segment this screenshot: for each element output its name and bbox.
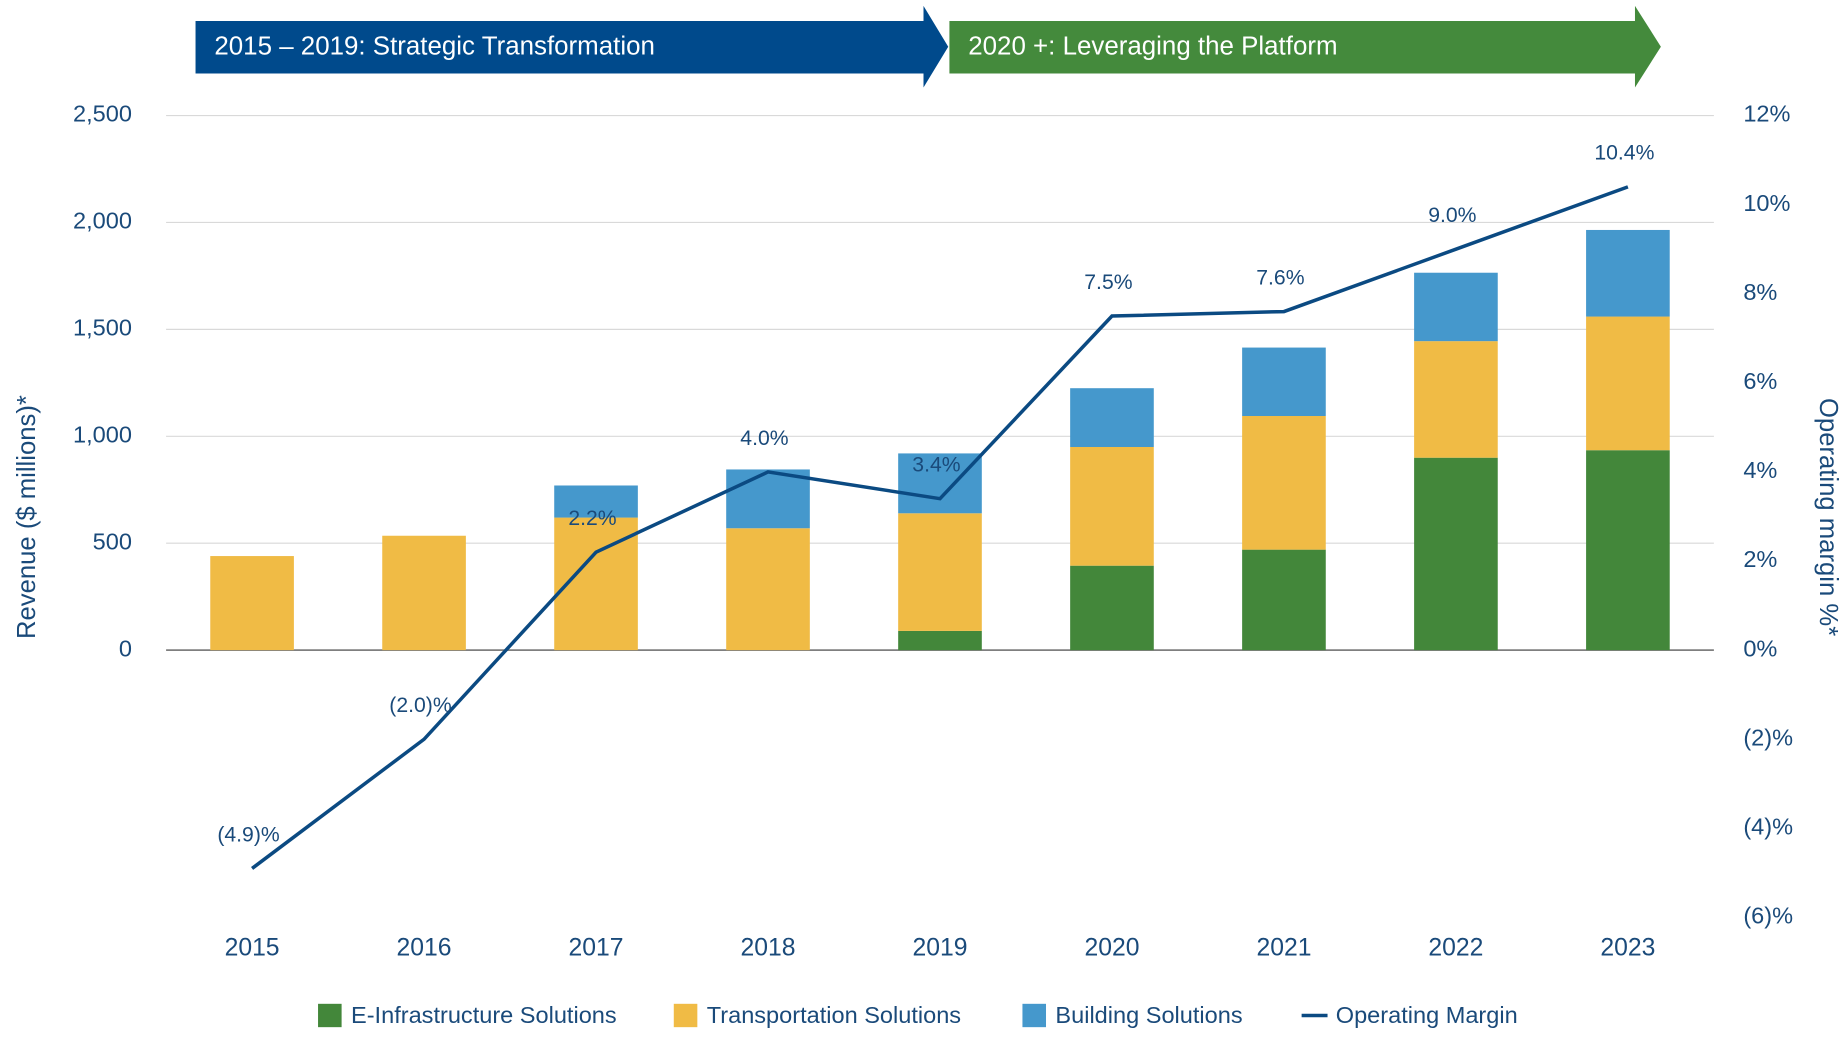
- x-tick-label: 2018: [741, 935, 796, 962]
- x-tick-label: 2020: [1084, 935, 1139, 962]
- y2-tick-label: 12%: [1743, 101, 1790, 127]
- x-tick-label: 2016: [397, 935, 452, 962]
- margin-line: [251, 185, 1629, 870]
- data-label: 10.4%: [1594, 142, 1654, 165]
- legend-label: Building Solutions: [1055, 1002, 1242, 1028]
- x-tick-label: 2021: [1256, 935, 1311, 962]
- bar-segment: [726, 469, 810, 529]
- data-label: 7.6%: [1256, 267, 1304, 290]
- data-label: 3.4%: [912, 454, 960, 477]
- bar-segment: [1414, 272, 1498, 342]
- y-axis-title: Revenue ($ millions)*: [13, 395, 41, 639]
- banner-text: 2020 +: Leveraging the Platform: [968, 33, 1337, 61]
- x-tick-label: 2022: [1428, 935, 1483, 962]
- bar-segment: [1070, 447, 1154, 566]
- bar-segment: [1242, 415, 1326, 550]
- y2-axis-title: Operating margin %*: [1814, 398, 1842, 636]
- legend-label: Transportation Solutions: [707, 1002, 961, 1028]
- bar-segment: [1242, 347, 1326, 416]
- data-label: 9.0%: [1428, 204, 1476, 227]
- legend-label: Operating Margin: [1336, 1002, 1518, 1028]
- y2-tick-label: 2%: [1743, 546, 1777, 572]
- y-tick-label: 2,500: [73, 101, 132, 127]
- legend-label: E-Infrastructure Solutions: [351, 1002, 617, 1028]
- banner-arrow: [949, 5, 1661, 88]
- y2-tick-label: 8%: [1743, 279, 1777, 305]
- bar-segment: [1414, 341, 1498, 458]
- y-tick-label: 2,000: [73, 208, 132, 234]
- y-tick-label: 1,000: [73, 422, 132, 448]
- data-label: 4.0%: [740, 427, 788, 450]
- bar-segment: [382, 535, 466, 651]
- y2-tick-label: 6%: [1743, 368, 1777, 394]
- bar-segment: [1586, 316, 1670, 451]
- y2-tick-label: (4)%: [1743, 814, 1793, 840]
- y-tick-label: 0: [119, 635, 132, 661]
- bar-segment: [1070, 388, 1154, 448]
- data-label: 2.2%: [568, 507, 616, 530]
- bar-segment: [898, 453, 982, 514]
- x-tick-label: 2015: [225, 935, 280, 962]
- bar-segment: [1242, 549, 1326, 651]
- y2-tick-label: 4%: [1743, 457, 1777, 483]
- bar-segment: [1070, 565, 1154, 651]
- legend-swatch: [1022, 1003, 1047, 1028]
- y-tick-label: 500: [93, 528, 132, 554]
- x-tick-label: 2017: [569, 935, 624, 962]
- data-label: 7.5%: [1084, 271, 1132, 294]
- legend-swatch: [318, 1003, 342, 1028]
- bar-segment: [210, 556, 294, 651]
- bar-segment: [898, 513, 982, 631]
- bar-segment: [1586, 229, 1670, 317]
- x-tick-label: 2019: [912, 935, 967, 962]
- y2-tick-label: 0%: [1743, 635, 1777, 661]
- x-tick-label: 2023: [1600, 935, 1655, 962]
- y-tick-label: 1,500: [73, 315, 132, 341]
- data-label: (2.0)%: [389, 694, 451, 717]
- bar-segment: [726, 528, 810, 651]
- legend-swatch: [673, 1003, 698, 1028]
- bar-segment: [1414, 457, 1498, 651]
- y2-tick-label: (6)%: [1743, 903, 1793, 929]
- bar-segment: [898, 630, 982, 651]
- data-label: (4.9)%: [217, 823, 279, 846]
- y2-tick-label: (2)%: [1743, 724, 1793, 750]
- banner-arrow: [195, 5, 949, 88]
- bar-segment: [1586, 450, 1670, 651]
- banner-text: 2015 – 2019: Strategic Transformation: [214, 33, 655, 61]
- y2-tick-label: 10%: [1743, 190, 1790, 216]
- bar-segment: [554, 485, 638, 518]
